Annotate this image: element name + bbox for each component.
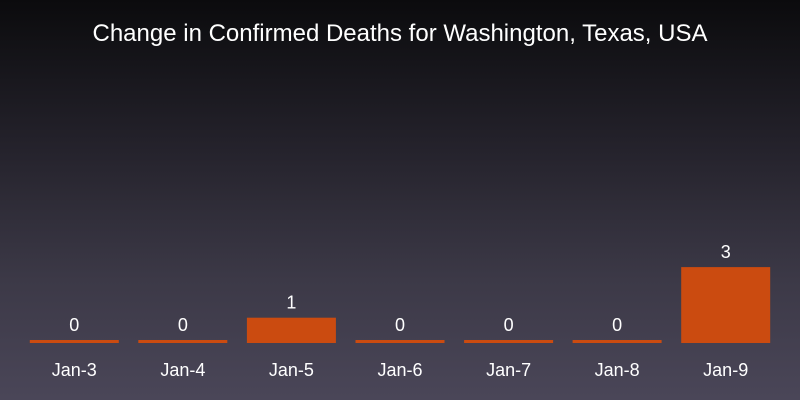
data-label-jan-4: 0 bbox=[178, 315, 188, 335]
data-label-jan-7: 0 bbox=[504, 315, 514, 335]
data-label-jan-6: 0 bbox=[395, 315, 405, 335]
bar-jan-3 bbox=[29, 340, 119, 343]
bar-jan-5 bbox=[246, 317, 336, 343]
bar-jan-4 bbox=[138, 340, 228, 343]
x-tick-label-jan-9: Jan-9 bbox=[703, 360, 748, 380]
x-tick-label-jan-8: Jan-8 bbox=[595, 360, 640, 380]
x-tick-label-jan-5: Jan-5 bbox=[269, 360, 314, 380]
data-label-jan-8: 0 bbox=[612, 315, 622, 335]
data-label-group: 0 0 1 0 0 0 3 bbox=[69, 242, 730, 335]
x-tick-label-jan-3: Jan-3 bbox=[52, 360, 97, 380]
x-tick-label-jan-4: Jan-4 bbox=[160, 360, 205, 380]
x-tick-label-jan-7: Jan-7 bbox=[486, 360, 531, 380]
x-tick-label-group: Jan-3 Jan-4 Jan-5 Jan-6 Jan-7 Jan-8 Jan-9 bbox=[52, 360, 748, 380]
bar-jan-6 bbox=[355, 340, 445, 343]
bar-group bbox=[29, 267, 771, 343]
chart-title: Change in Confirmed Deaths for Washingto… bbox=[92, 20, 708, 47]
bar-jan-7 bbox=[464, 340, 554, 343]
data-label-jan-5: 1 bbox=[286, 293, 296, 313]
data-label-jan-9: 3 bbox=[721, 242, 731, 262]
data-label-jan-3: 0 bbox=[69, 315, 79, 335]
bar-jan-8 bbox=[572, 340, 662, 343]
bar-jan-9 bbox=[681, 267, 771, 343]
x-tick-label-jan-6: Jan-6 bbox=[377, 360, 422, 380]
